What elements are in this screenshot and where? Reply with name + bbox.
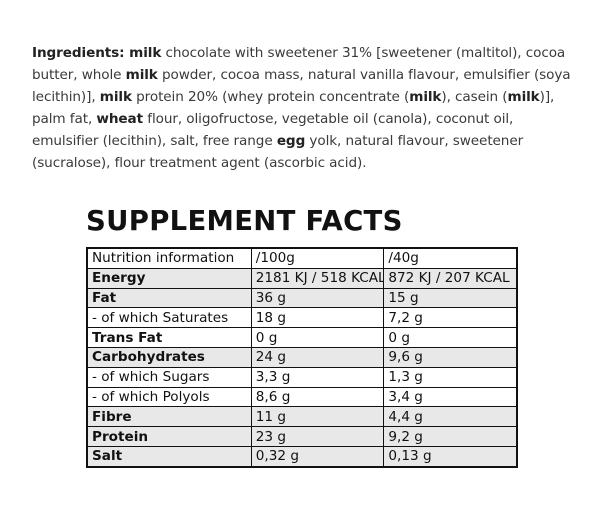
nutrient-label: Fibre <box>86 406 252 428</box>
nutrient-label: - of which Saturates <box>86 307 252 329</box>
value-per-40g: 7,2 g <box>383 307 518 329</box>
value-per-40g: 0 g <box>383 327 518 348</box>
nutrient-label: Protein <box>86 426 252 447</box>
value-per-100g: 0,32 g <box>250 445 385 468</box>
value-per-100g: 0 g <box>250 327 385 348</box>
ingredient-highlight: milk <box>125 67 158 83</box>
ingredient-highlight: milk <box>99 89 132 105</box>
ingredient-text: ), casein ( <box>441 89 508 105</box>
header-per-40g: /40g <box>383 247 518 269</box>
header-nutrition-information: Nutrition information <box>86 247 252 269</box>
header-per-100g: /100g <box>250 247 385 269</box>
value-per-40g: 15 g <box>383 287 518 309</box>
value-per-100g: 23 g <box>250 426 385 447</box>
ingredient-highlight: wheat <box>96 111 144 127</box>
nutrient-label: - of which Sugars <box>86 366 252 388</box>
facts-row: - of which Saturates 18 g 7,2 g <box>86 307 518 329</box>
value-per-40g: 872 KJ / 207 KCAL <box>383 267 518 289</box>
nutrient-label: Salt <box>86 445 252 468</box>
ingredient-highlight: milk <box>507 89 540 105</box>
value-per-100g: 2181 KJ / 518 KCAL <box>250 267 385 289</box>
ingredient-text: )], palm fat, <box>32 89 555 127</box>
facts-row: Protein 23 g 9,2 g <box>86 426 518 447</box>
nutrient-label: Trans Fat <box>86 327 252 348</box>
facts-row: Fibre 11 g 4,4 g <box>86 406 518 428</box>
value-per-100g: 36 g <box>250 287 385 309</box>
facts-row: - of which Polyols 8,6 g 3,4 g <box>86 386 518 408</box>
value-per-100g: 3,3 g <box>250 366 385 388</box>
nutrient-label: Fat <box>86 287 252 309</box>
nutrient-label: Energy <box>86 267 252 289</box>
value-per-40g: 9,6 g <box>383 346 518 368</box>
facts-row: Salt 0,32 g 0,13 g <box>86 445 518 468</box>
ingredient-highlight: milk <box>409 89 442 105</box>
ingredient-highlight: egg <box>276 133 306 149</box>
facts-row: Energy 2181 KJ / 518 KCAL 872 KJ / 207 KCA… <box>86 267 518 289</box>
ingredient-text: protein 20% (whey protein concentrate ( <box>131 89 410 105</box>
supplement-facts-title: SUPPLEMENT FACTS <box>86 205 403 237</box>
ingredient-highlight: Ingredients: <box>32 45 130 61</box>
value-per-40g: 3,4 g <box>383 386 518 408</box>
ingredient-highlight: milk <box>129 45 162 61</box>
ingredient-text: flour, oligofructose, vegetable oil (can… <box>32 111 514 149</box>
facts-row: - of which Sugars 3,3 g 1,3 g <box>86 366 518 388</box>
value-per-40g: 9,2 g <box>383 426 518 447</box>
facts-row: Fat 36 g 15 g <box>86 287 518 309</box>
value-per-40g: 1,3 g <box>383 366 518 388</box>
facts-header-row: Nutrition information /100g /40g <box>86 247 518 269</box>
nutrient-label: - of which Polyols <box>86 386 252 408</box>
value-per-100g: 18 g <box>250 307 385 329</box>
ingredient-text: yolk, natural flavour, sweetener (sucral… <box>32 133 524 171</box>
value-per-100g: 24 g <box>250 346 385 368</box>
ingredients-text: Ingredients: milk chocolate with sweeten… <box>32 42 580 174</box>
nutrient-label: Carbohydrates <box>86 346 252 368</box>
ingredient-text: chocolate with sweetener 31% [sweetener … <box>32 45 566 83</box>
value-per-40g: 4,4 g <box>383 406 518 428</box>
ingredient-text: powder, cocoa mass, natural vanilla flav… <box>32 67 571 105</box>
facts-row: Carbohydrates 24 g 9,6 g <box>86 346 518 368</box>
supplement-facts-table: Nutrition information /100g /40g Energy 2… <box>86 247 518 468</box>
value-per-100g: 11 g <box>250 406 385 428</box>
value-per-40g: 0,13 g <box>383 445 518 468</box>
value-per-100g: 8,6 g <box>250 386 385 408</box>
